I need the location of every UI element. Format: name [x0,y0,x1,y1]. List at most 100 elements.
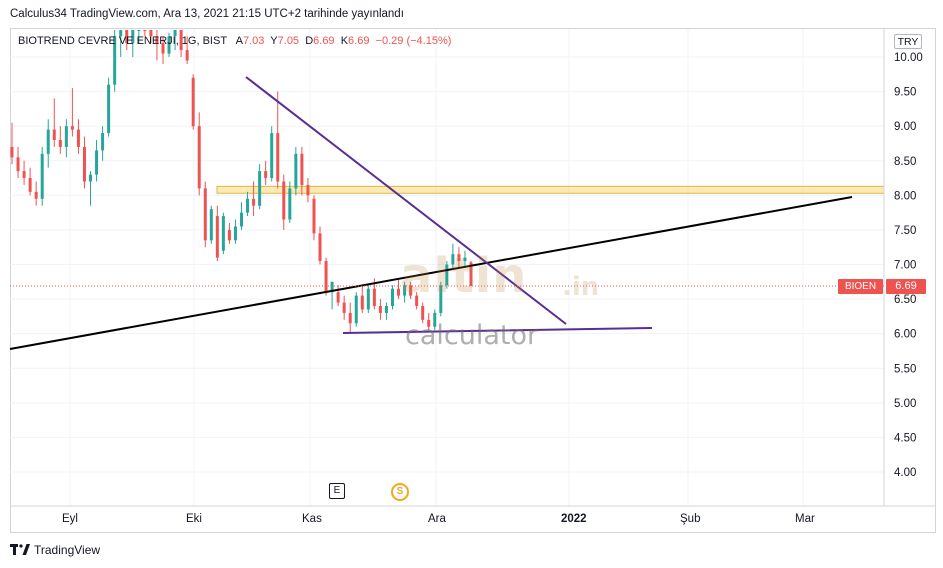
candle-body [167,36,171,54]
tradingview-logo-icon [10,544,30,555]
candle-body [10,146,14,158]
candle-body [185,50,189,61]
split-event-icon[interactable]: S [391,483,409,501]
candle-body [282,181,286,220]
candle-body [270,133,274,179]
x-tick-label: Eki [186,513,202,525]
candle-body [421,306,425,320]
candle-body [227,229,231,241]
candle-body [330,281,334,293]
candle-body [463,257,467,262]
candle-body [46,129,50,154]
candle-body [28,178,32,192]
candle-body [264,171,268,179]
candle-body [378,306,382,313]
candle-body [360,295,364,310]
y-tick-label: 5.00 [894,398,916,410]
currency-button[interactable]: TRY [894,34,922,49]
y-tick-label: 6.00 [894,329,916,341]
candle-body [215,216,219,258]
candle-body [70,126,74,130]
watermark-suffix: .in [562,272,600,302]
y-tick-label: 4.50 [894,432,916,444]
candle-body [101,133,105,151]
resistance-zone-rect [216,185,885,194]
trendline-purple-support [342,327,653,334]
candle-body [469,262,473,286]
candle-body [384,306,388,313]
footer-brand-label: TradingView [34,543,101,557]
y-tick-label: 7.50 [894,225,916,237]
candle-body [294,153,298,189]
candle-body [276,133,280,182]
candle-body [390,288,394,306]
candle-body [415,295,419,306]
candle-body [439,285,443,313]
candle-body [342,302,346,313]
symbol-tag: BIOEN [838,279,883,294]
candle-body [22,171,26,179]
candle-body [221,216,225,251]
y-tick-label: 10.00 [894,52,923,64]
candle-body [451,254,455,265]
candle-body [40,153,44,199]
candle-body [197,126,201,189]
candle-body [149,30,153,37]
candle-body [348,312,352,324]
watermark-logo: altin [400,248,528,304]
candle-body [318,233,322,262]
candle-body [252,198,256,206]
candle-body [34,191,38,199]
resistance-zone [216,185,885,194]
candle-body [191,77,195,127]
candles-group [10,30,473,334]
low-label: D [305,35,314,47]
close-value: 6.69 [348,35,370,47]
candle-body [209,209,213,241]
candle-body [240,212,243,227]
footer-brand[interactable]: TradingView [10,543,100,557]
publish-header: Calculus34 TradingView.com, Ara 13, 2021… [10,8,404,20]
trendlines [9,76,853,350]
candle-body [107,84,111,134]
candle-body [155,36,159,44]
candle-body [16,157,20,172]
candle-body [58,140,62,147]
x-tick-label: Ara [428,513,447,525]
candle-body [173,30,177,37]
candle-body [95,150,99,175]
earnings-event-icon[interactable]: E [329,483,345,499]
y-tick-label: 7.00 [894,260,916,272]
candle-body [113,36,117,85]
y-tick-label: 6.50 [894,294,916,306]
y-tick-label: 8.50 [894,156,916,168]
candle-body [306,184,310,196]
open-label: A [235,35,243,47]
symbol-legend: BIOTREND CEVRE VE ENERJI, 1G, BIST A7.03… [18,35,451,47]
chart-frame[interactable] [10,28,936,533]
y-axis: 10.00 9.50 9.00 8.50 8.00 7.50 7.00 6.50 6.00 5.5… [10,29,936,507]
candle-body [300,153,304,185]
candle-body [312,198,316,234]
candle-body [143,30,147,31]
candle-body [82,146,86,182]
candle-body [246,198,250,213]
candle-body [89,174,93,182]
candle-body [433,312,437,327]
candle-body [258,171,262,206]
symbol-name: BIOTREND CEVRE VE ENERJI, 1G, BIST [18,35,228,47]
candle-body [76,129,80,147]
x-tick-label: Kas [302,513,322,525]
candle-body [372,288,376,306]
candle-body [233,226,237,241]
candle-body [203,188,207,241]
watermark-sub: calculator [405,320,539,351]
x-axis: Eyl Eki Kas Ara 2022 Şub Mar [62,513,815,525]
candle-body [336,292,340,303]
candle-body [119,30,123,37]
x-tick-label: Şub [680,513,700,525]
candle-body [125,30,129,44]
candle-body [409,285,413,296]
candle-body [324,261,328,293]
